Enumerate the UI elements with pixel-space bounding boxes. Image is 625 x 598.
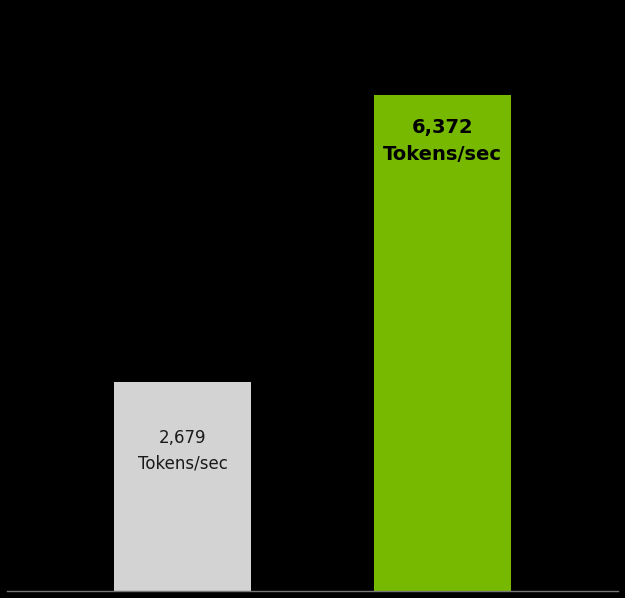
Text: 2,679
Tokens/sec: 2,679 Tokens/sec — [138, 429, 228, 472]
Bar — [374, 95, 511, 591]
Bar — [114, 382, 251, 591]
Text: 6,372
Tokens/sec: 6,372 Tokens/sec — [383, 118, 502, 164]
